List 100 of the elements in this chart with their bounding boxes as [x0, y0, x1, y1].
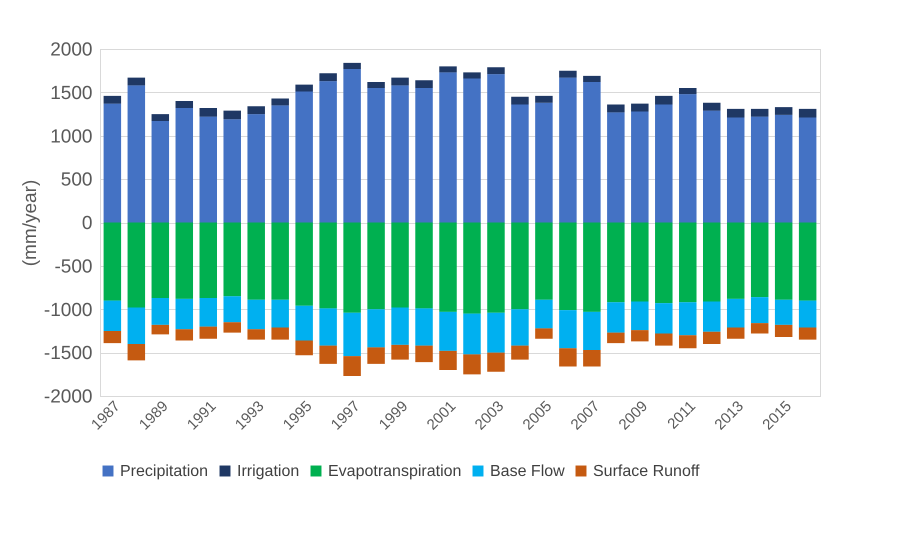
bar: [152, 298, 170, 325]
bar: [391, 85, 409, 222]
bar: [343, 356, 361, 376]
bar: [176, 101, 194, 108]
bar: [128, 85, 146, 222]
bar: [631, 104, 649, 112]
y-tick-label: 2000: [50, 40, 92, 60]
y-tick-label: 1000: [50, 126, 92, 148]
bar: [247, 300, 265, 330]
bar: [247, 106, 265, 114]
bar: [535, 96, 553, 103]
bar: [247, 329, 265, 340]
bar: [798, 327, 816, 340]
bar: [583, 312, 601, 350]
bar: [319, 346, 337, 364]
bar: [439, 222, 457, 312]
bar: [702, 110, 720, 222]
bar: [583, 350, 601, 367]
bar: [391, 308, 409, 345]
bar: [774, 300, 792, 325]
bar: [152, 121, 170, 222]
bar: [798, 300, 816, 328]
bar: [726, 222, 744, 299]
bar: [295, 92, 313, 222]
bar: [128, 78, 146, 86]
bar: [798, 108, 816, 118]
bar: [559, 222, 577, 310]
bar: [295, 84, 313, 92]
bar: [295, 306, 313, 340]
bar: [535, 102, 553, 222]
bar: [583, 222, 601, 312]
y-tick-label: -2000: [44, 386, 92, 408]
bar: [343, 62, 361, 69]
y-tick-label: -1500: [44, 343, 92, 364]
bar: [607, 222, 625, 302]
bar: [631, 111, 649, 222]
bar: [679, 222, 697, 302]
bar: [655, 96, 673, 105]
bar: [439, 72, 457, 222]
bar: [104, 222, 122, 301]
bar: [511, 309, 529, 346]
bar: [415, 222, 433, 308]
bar: [271, 300, 289, 328]
bar: [176, 108, 194, 222]
bar: [559, 348, 577, 367]
bar: [702, 102, 720, 111]
bar: [559, 78, 577, 222]
bar: [774, 324, 792, 338]
bar: [463, 72, 481, 78]
y-tick-label: -1000: [44, 300, 92, 321]
bar: [319, 222, 337, 308]
legend-label: Base Flow: [490, 463, 566, 480]
bar: [176, 222, 194, 299]
bar: [200, 326, 218, 339]
bar: [607, 302, 625, 333]
bar: [223, 296, 241, 322]
bar: [223, 222, 241, 296]
bar: [511, 346, 529, 360]
bar: [702, 332, 720, 344]
bar: [200, 108, 218, 117]
bar: [631, 330, 649, 342]
bar: [607, 332, 625, 344]
bar: [679, 88, 697, 94]
bar: [128, 308, 146, 344]
bar: [798, 222, 816, 301]
bar: [367, 88, 385, 222]
legend-label: Irrigation: [237, 463, 300, 480]
bar: [679, 302, 697, 336]
bar: [655, 303, 673, 334]
bar: [798, 118, 816, 222]
bar: [343, 312, 361, 356]
bar: [223, 110, 241, 120]
bar: [439, 350, 457, 370]
bar: [200, 116, 218, 222]
bar: [391, 344, 409, 360]
bar: [104, 300, 122, 331]
bar: [247, 114, 265, 222]
bar: [319, 73, 337, 82]
bar: [535, 328, 553, 339]
bar: [511, 222, 529, 310]
y-tick-label: 500: [60, 170, 92, 191]
bar: [607, 112, 625, 222]
bar: [176, 329, 194, 340]
bar: [439, 66, 457, 72]
bar: [391, 222, 409, 308]
bar: [487, 74, 505, 222]
bar: [367, 222, 385, 310]
bar: [487, 67, 505, 74]
bar: [463, 222, 481, 314]
bar: [774, 107, 792, 115]
bar: [655, 104, 673, 222]
bar: [367, 309, 385, 348]
bar: [487, 352, 505, 372]
bar: [702, 222, 720, 302]
bar: [200, 222, 218, 298]
bar: [463, 78, 481, 222]
bar: [271, 222, 289, 300]
bar: [511, 104, 529, 222]
bar: [702, 301, 720, 332]
bar: [415, 346, 433, 362]
